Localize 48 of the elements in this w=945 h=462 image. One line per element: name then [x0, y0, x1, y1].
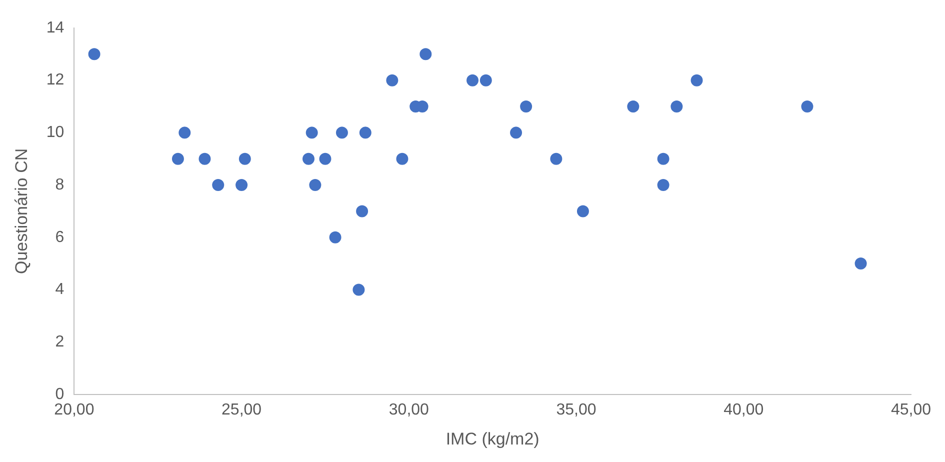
point: [690, 74, 703, 86]
point: [576, 205, 589, 218]
point: [212, 179, 224, 192]
point: [329, 231, 342, 244]
point: [302, 152, 314, 165]
point: [420, 48, 432, 60]
point: [510, 126, 522, 139]
point: [520, 100, 532, 113]
x-tick-label: 35,00: [556, 401, 596, 418]
point: [670, 100, 683, 113]
point: [466, 74, 479, 86]
y-tick-label: 0: [55, 386, 64, 403]
y-tick-label: 6: [55, 228, 64, 246]
y-tick-label: 10: [46, 124, 64, 142]
point: [236, 179, 248, 192]
point: [657, 179, 670, 192]
point: [319, 152, 332, 165]
y-tick-label: 12: [46, 72, 64, 89]
point: [359, 126, 372, 139]
point: [854, 258, 867, 270]
x-tick-label: 40,00: [724, 401, 764, 418]
y-tick-label: 2: [55, 333, 64, 350]
y-axis-title: Questionário CN: [12, 148, 31, 274]
point: [352, 284, 365, 296]
point: [480, 74, 492, 86]
y-tick-label: 14: [46, 19, 64, 36]
point: [386, 74, 398, 86]
point: [198, 152, 211, 165]
point: [657, 152, 670, 165]
point: [309, 179, 322, 192]
point: [306, 126, 318, 139]
point: [801, 100, 814, 113]
point: [396, 152, 408, 165]
point: [627, 100, 640, 113]
x-tick-label: 25,00: [222, 401, 262, 418]
point: [550, 152, 562, 165]
y-tick-label: 8: [55, 176, 64, 194]
x-tick-label: 20,00: [54, 401, 94, 418]
point: [336, 126, 348, 139]
x-tick-label: 45,00: [890, 401, 932, 418]
point: [356, 205, 368, 218]
point: [172, 152, 184, 165]
x-tick-label: 30,00: [388, 401, 430, 418]
point: [238, 152, 251, 165]
point: [178, 126, 191, 139]
y-tick-label: 4: [55, 281, 64, 298]
x-axis-title: IMC (kg/m2): [446, 429, 540, 448]
point: [88, 48, 100, 60]
